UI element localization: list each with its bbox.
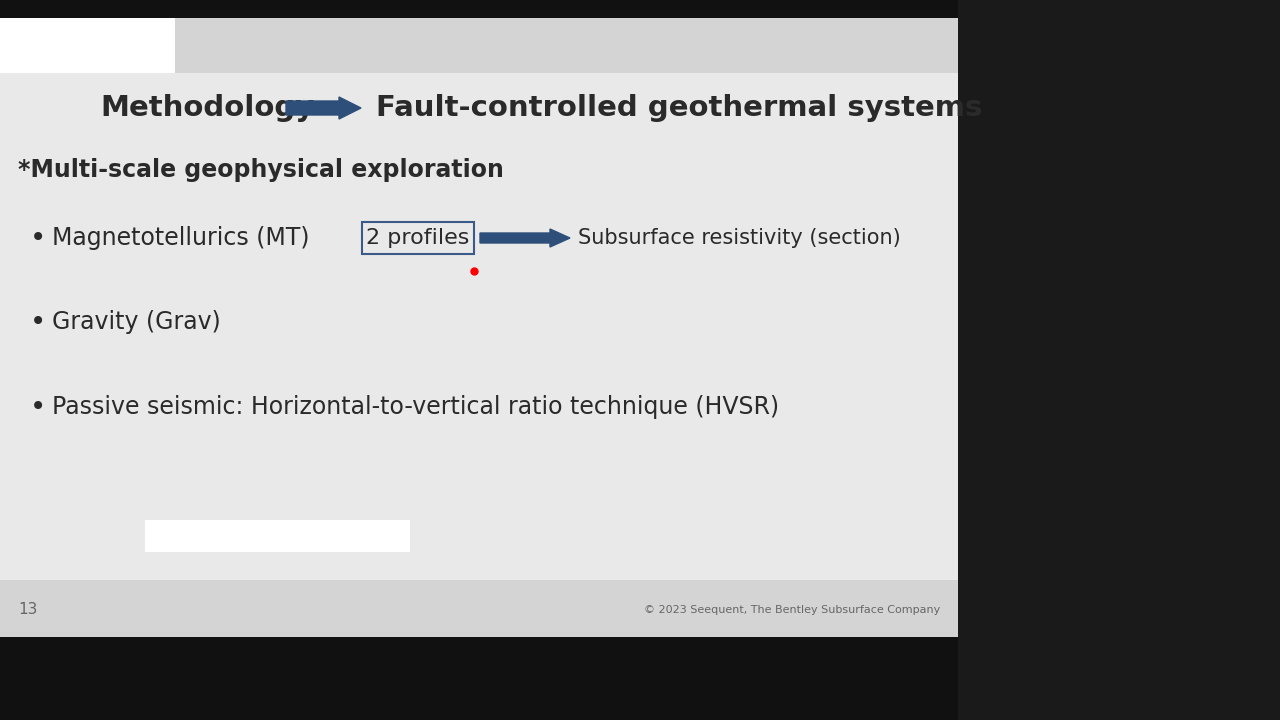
Bar [145,520,410,552]
Bar [0,637,957,720]
Bar [0,0,957,18]
Bar [0,18,957,637]
Text: Fault-controlled geothermal systems: Fault-controlled geothermal systems [376,94,982,122]
Text: •: • [29,393,46,421]
FancyArrow shape [480,229,570,247]
FancyArrow shape [285,97,361,119]
Text: 13: 13 [18,603,37,618]
Bar [362,222,474,254]
Bar [0,18,175,73]
Bar [0,0,957,18]
Text: Gravity (Grav): Gravity (Grav) [52,310,220,334]
Text: •: • [29,224,46,252]
Text: © 2023 Seequent, The Bentley Subsurface Company: © 2023 Seequent, The Bentley Subsurface … [644,605,940,615]
Text: Passive seismic: Horizontal-to-vertical ratio technique (HVSR): Passive seismic: Horizontal-to-vertical … [52,395,780,419]
Text: Magnetotellurics (MT): Magnetotellurics (MT) [52,226,310,250]
Bar [957,0,1280,720]
Text: *Multi-scale geophysical exploration: *Multi-scale geophysical exploration [18,158,504,182]
Text: Subsurface resistivity (section): Subsurface resistivity (section) [579,228,901,248]
Text: Methodology: Methodology [100,94,315,122]
Text: 2 profiles: 2 profiles [366,228,470,248]
Text: •: • [29,308,46,336]
Bar [0,580,957,637]
Bar [0,18,957,73]
